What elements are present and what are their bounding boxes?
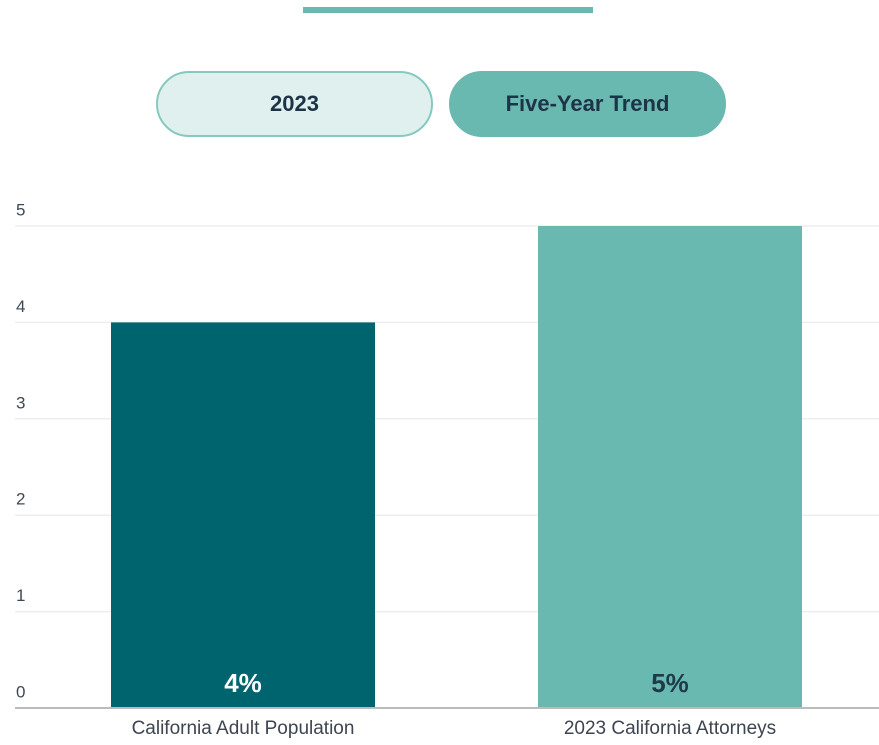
tab-button[interactable]: [449, 71, 726, 137]
x-tick-label: 2023 California Attorneys: [564, 718, 776, 739]
value-label: 4%: [224, 668, 262, 698]
tab-label[interactable]: 2023: [270, 91, 319, 116]
y-tick-label: 5: [16, 200, 25, 219]
y-tick-label: 1: [16, 586, 25, 605]
header-underline: [303, 7, 593, 13]
y-tick-label: 3: [16, 393, 25, 412]
x-tick-label: California Adult Population: [132, 718, 355, 739]
tab-group: 2023 Five-Year Trend: [156, 71, 726, 137]
tab-button[interactable]: [156, 71, 433, 137]
bar: [111, 322, 375, 708]
y-tick-label: 0: [16, 682, 25, 701]
y-tick-label: 2: [16, 490, 25, 509]
tab-label[interactable]: Five-Year Trend: [506, 91, 670, 116]
value-label: 5%: [651, 668, 689, 698]
bar: [538, 226, 802, 708]
y-tick-label: 4: [16, 297, 25, 316]
